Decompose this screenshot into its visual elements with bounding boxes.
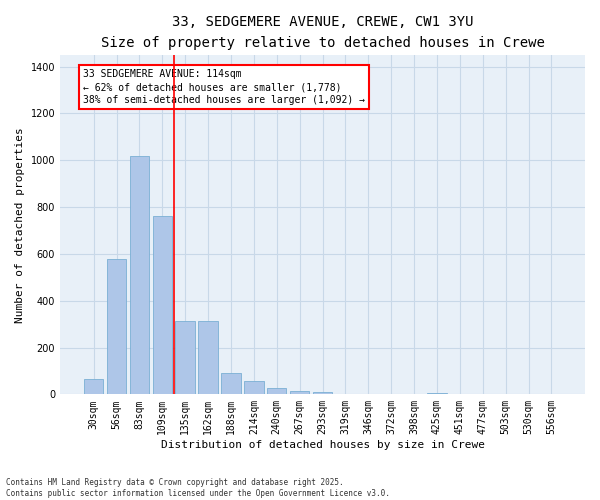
Bar <box>267 388 286 394</box>
X-axis label: Distribution of detached houses by size in Crewe: Distribution of detached houses by size … <box>161 440 485 450</box>
Bar <box>427 393 446 394</box>
Bar <box>199 320 218 394</box>
Bar <box>152 216 172 394</box>
Text: Contains HM Land Registry data © Crown copyright and database right 2025.
Contai: Contains HM Land Registry data © Crown c… <box>6 478 390 498</box>
Title: 33, SEDGEMERE AVENUE, CREWE, CW1 3YU
Size of property relative to detached house: 33, SEDGEMERE AVENUE, CREWE, CW1 3YU Siz… <box>101 15 544 50</box>
Bar <box>107 258 126 394</box>
Bar <box>175 320 195 394</box>
Bar <box>84 379 103 394</box>
Text: 33 SEDGEMERE AVENUE: 114sqm
← 62% of detached houses are smaller (1,778)
38% of : 33 SEDGEMERE AVENUE: 114sqm ← 62% of det… <box>83 69 365 106</box>
Bar <box>130 156 149 394</box>
Bar <box>313 392 332 394</box>
Bar <box>221 374 241 394</box>
Bar <box>244 382 263 394</box>
Y-axis label: Number of detached properties: Number of detached properties <box>15 127 25 322</box>
Bar <box>290 392 310 394</box>
